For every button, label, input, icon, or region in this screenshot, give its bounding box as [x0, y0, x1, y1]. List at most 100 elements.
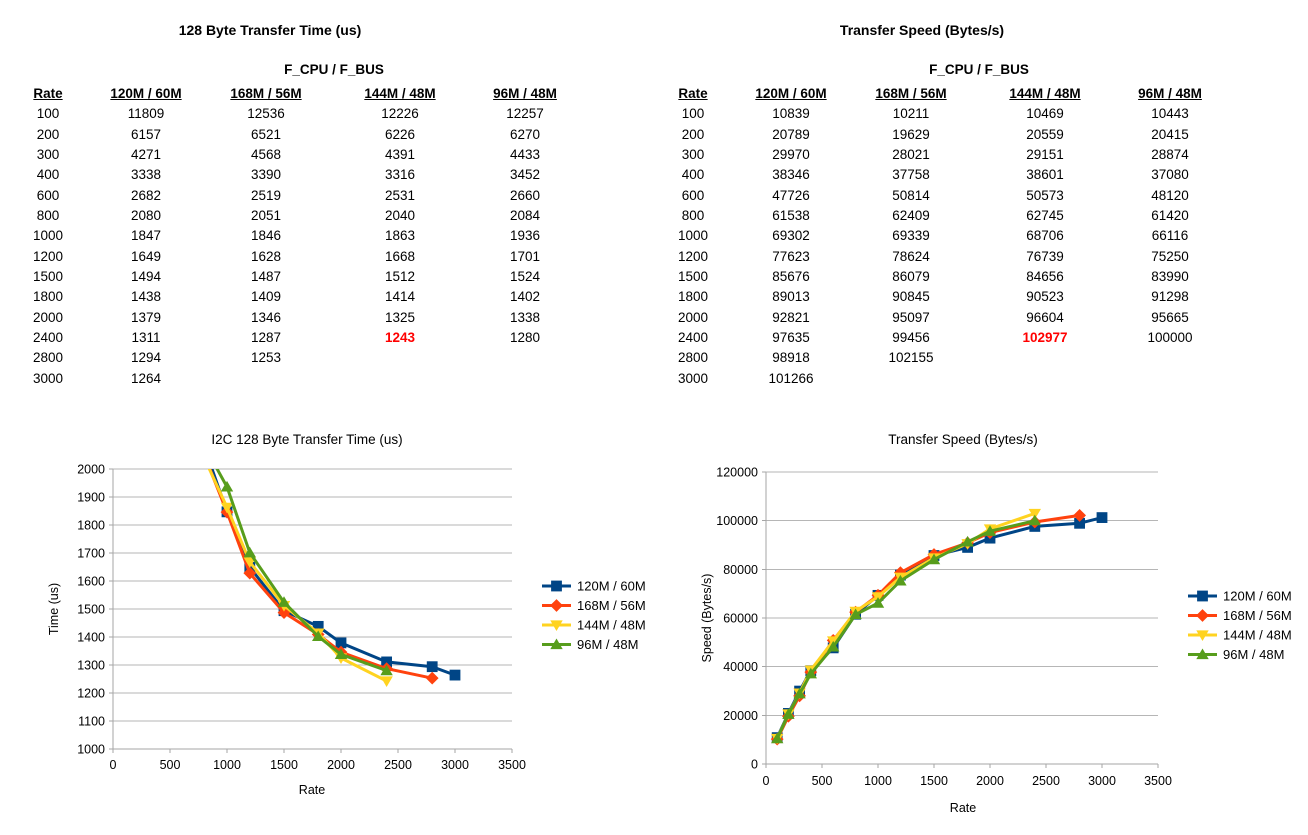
diamond-marker	[550, 599, 563, 612]
value-cell: 12536	[247, 106, 285, 122]
value-cell: 47726	[772, 187, 810, 203]
value-cell: 62745	[1026, 208, 1064, 224]
column-header: 96M / 48M	[1138, 86, 1202, 101]
rate-cell: 2000	[32, 309, 64, 325]
value-cell: 11809	[127, 106, 165, 122]
y-tick-label: 1700	[77, 547, 105, 561]
value-cell: 1325	[384, 309, 416, 325]
value-cell: 1846	[250, 228, 282, 244]
value-cell: 12226	[381, 106, 419, 122]
series-lines	[770, 508, 1108, 746]
rate-cell: 2000	[677, 309, 709, 325]
value-cell: 1487	[250, 269, 282, 285]
value-cell: 1402	[509, 289, 541, 305]
transfer-time-table-title: 128 Byte Transfer Time (us)	[178, 22, 362, 38]
series-lines	[198, 448, 461, 687]
triangle-down-marker	[243, 557, 256, 568]
value-cell: 28874	[1151, 147, 1189, 163]
value-cell: 1253	[250, 350, 282, 366]
transfer-time-table-grid: Rate 120M / 60M 168M / 56M 144M / 48M 96M / …	[0, 84, 586, 389]
legend-label: 96M / 48M	[1223, 647, 1284, 662]
square-marker	[381, 656, 392, 668]
legend-label: 120M / 60M	[1223, 589, 1292, 604]
triangle-up-marker	[550, 638, 563, 650]
y-tick-label: 80000	[723, 563, 758, 577]
legend-label: 96M / 48M	[577, 637, 638, 652]
value-cell: 4391	[384, 147, 416, 163]
x-tick-label: 1500	[270, 758, 298, 772]
value-cell: 69302	[772, 228, 810, 244]
value-cell: 1628	[250, 248, 282, 264]
value-cell: 29970	[772, 147, 810, 163]
value-cell: 6226	[384, 126, 416, 142]
value-cell: 1701	[509, 248, 541, 264]
triangle-down-marker	[1196, 630, 1209, 641]
value-cell	[981, 369, 1109, 389]
square-marker	[449, 669, 461, 681]
value-cell: 95665	[1151, 309, 1189, 325]
series-line	[208, 469, 433, 680]
value-cell: 97635	[772, 330, 810, 346]
triangle-up-marker	[312, 630, 325, 642]
value-cell: 3316	[384, 167, 416, 183]
triangle-down-marker	[220, 502, 234, 514]
chart-title: I2C 128 Byte Transfer Time (us)	[211, 432, 402, 447]
y-tick-label: 1500	[77, 603, 105, 617]
value-cell: 100000	[1147, 330, 1193, 346]
value-cell: 1847	[130, 228, 162, 244]
x-axis-label: Rate	[299, 783, 325, 797]
value-cell: 1409	[250, 289, 282, 305]
value-cell: 2051	[250, 208, 282, 224]
y-tick-label: 40000	[723, 660, 758, 674]
value-cell	[336, 348, 464, 368]
diamond-marker	[198, 448, 211, 461]
value-cell	[1109, 369, 1231, 389]
rate-cell: 1800	[32, 289, 64, 305]
y-tick-label: 1000	[77, 743, 105, 757]
x-tick-label: 3000	[1088, 774, 1116, 788]
value-cell: 2084	[509, 208, 541, 224]
value-cell: 76739	[1026, 248, 1064, 264]
triangle-up-marker	[827, 640, 840, 652]
x-tick-label: 1500	[920, 774, 948, 788]
triangle-up-marker	[1028, 514, 1041, 526]
column-header: 144M / 48M	[1009, 86, 1081, 101]
y-tick-label: 1800	[77, 519, 105, 533]
value-cell: 10469	[1026, 106, 1064, 122]
triangle-up-marker	[277, 596, 291, 607]
legend-label: 168M / 56M	[577, 598, 646, 613]
value-cell: 1346	[250, 309, 282, 325]
rate-cell: 1500	[32, 269, 64, 285]
series-line	[215, 469, 388, 673]
value-cell: 1414	[384, 289, 416, 305]
transfer-time-table: 128 Byte Transfer Time (us) F_CPU / F_BU…	[0, 0, 590, 400]
column-header: 168M / 56M	[230, 86, 302, 101]
rate-cell: 400	[36, 167, 60, 183]
axes	[109, 468, 513, 753]
value-cell: 28021	[892, 147, 930, 163]
value-cell: 50814	[892, 187, 930, 203]
value-cell: 1668	[384, 248, 416, 264]
value-cell: 1863	[384, 228, 416, 244]
x-tick-label: 1000	[864, 774, 892, 788]
value-cell: 4271	[130, 147, 162, 163]
legend-label: 168M / 56M	[1223, 608, 1292, 623]
square-marker	[1096, 512, 1108, 523]
gridlines	[113, 468, 512, 722]
value-cell: 1338	[509, 309, 541, 325]
rate-cell: 2800	[32, 350, 64, 366]
rate-cell: 1500	[677, 269, 709, 285]
value-cell	[841, 369, 981, 389]
value-cell: 1524	[509, 269, 541, 285]
value-cell: 3338	[130, 167, 162, 183]
column-header: 120M / 60M	[755, 86, 827, 101]
transfer-speed-table-grid: Rate 120M / 60M 168M / 56M 144M / 48M 96M / …	[645, 84, 1231, 389]
triangle-up-marker	[894, 574, 907, 586]
value-cell: 10443	[1151, 106, 1189, 122]
value-cell: 68706	[1026, 228, 1064, 244]
value-cell: 89013	[772, 289, 810, 305]
value-cell: 4568	[250, 147, 282, 163]
rate-cell: 2400	[677, 330, 709, 346]
value-cell: 102977	[1022, 330, 1068, 346]
value-cell: 1280	[509, 330, 541, 346]
